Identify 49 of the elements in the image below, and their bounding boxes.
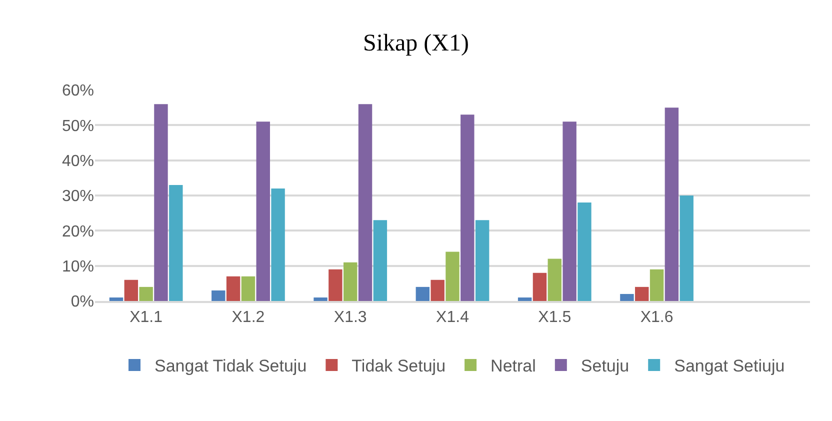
bar (271, 188, 285, 301)
bar (373, 220, 388, 301)
bar (139, 286, 153, 301)
bar (109, 297, 124, 301)
bar (314, 297, 328, 301)
legend-label: Netral (490, 356, 536, 376)
bar (226, 276, 240, 301)
bar (212, 290, 226, 301)
x-tick-label: X1.6 (640, 309, 674, 326)
bar (328, 269, 342, 301)
bar (548, 258, 562, 301)
y-tick-label: 60% (62, 82, 94, 100)
legend-label: Setuju (580, 356, 630, 376)
legend-label: Sangat Tidak Setuju (154, 356, 307, 376)
chart-title: Sikap (X1) (363, 30, 469, 56)
bar (241, 276, 256, 301)
x-tick-label: X1.4 (436, 309, 470, 326)
x-tick-label: X1.2 (232, 309, 265, 326)
legend-label: Tidak Setuju (352, 356, 446, 376)
bar (532, 272, 547, 301)
bar (562, 122, 576, 301)
bar (256, 122, 270, 301)
y-tick-label: 30% (62, 188, 94, 206)
bar (635, 286, 649, 301)
bar (446, 252, 460, 301)
bar (475, 220, 490, 301)
x-tick-label: X1.3 (334, 309, 367, 326)
bar (358, 104, 372, 301)
bar (664, 108, 679, 301)
bar (344, 262, 358, 301)
bar (430, 280, 444, 301)
y-tick-label: 10% (62, 258, 94, 276)
bar (578, 202, 592, 301)
bar (124, 280, 138, 301)
bar (518, 297, 532, 301)
x-tick-label: X1.1 (130, 309, 163, 326)
y-tick-label: 20% (62, 223, 94, 240)
bar (416, 286, 430, 301)
y-tick-label: 0% (70, 294, 94, 311)
bar (460, 114, 474, 301)
y-tick-label: 40% (62, 152, 94, 170)
bar (680, 196, 694, 301)
bar (154, 104, 168, 301)
legend-label: Sangat Setiuju (674, 356, 785, 376)
bar (650, 269, 664, 301)
x-tick-label: X1.5 (538, 309, 572, 326)
bar (620, 294, 634, 301)
bar (169, 184, 183, 301)
y-tick-label: 50% (62, 118, 94, 135)
